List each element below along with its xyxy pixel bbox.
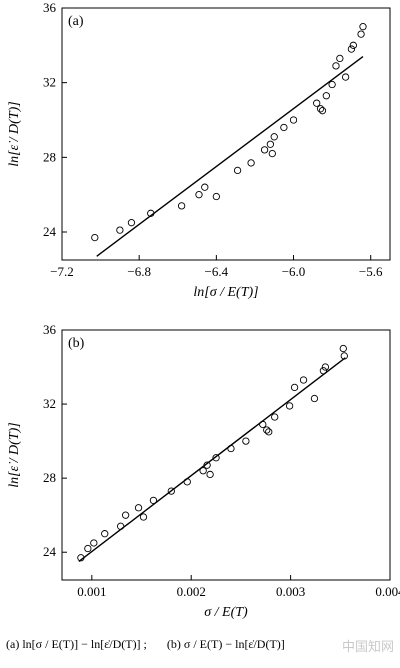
data-point	[339, 344, 347, 353]
data-point	[336, 54, 344, 63]
y-tick-label: 32	[43, 75, 56, 90]
data-point	[289, 116, 298, 124]
data-point	[318, 107, 327, 115]
data-point	[195, 191, 203, 199]
data-point	[321, 363, 330, 371]
y-tick-label: 36	[43, 322, 57, 337]
data-point	[90, 539, 98, 547]
data-point	[310, 394, 319, 403]
data-point	[299, 376, 308, 384]
data-point	[206, 470, 214, 479]
data-point	[349, 41, 357, 49]
y-tick-label: 28	[43, 470, 56, 485]
data-point	[357, 30, 365, 38]
figure-canvas: −7.2 −6.8 −6.4 −6.0 −5.6 24 28 32 36 ln[σ / E(T)]…	[7, 0, 400, 620]
data-point	[177, 202, 186, 210]
data-point	[121, 511, 130, 519]
data-point	[139, 513, 148, 521]
y-tick-label: 24	[43, 544, 57, 559]
y-tick-label: 36	[43, 0, 57, 15]
x-tick-label: 0.001	[77, 584, 106, 599]
data-point	[280, 123, 288, 132]
x-axis-label: σ / E(T)	[204, 605, 248, 620]
data-point	[290, 383, 299, 392]
data-point	[260, 146, 269, 154]
data-point	[134, 504, 143, 512]
data-point	[313, 99, 321, 107]
data-point	[316, 105, 325, 113]
data-point	[332, 62, 340, 70]
data-point	[359, 23, 367, 31]
data-point	[341, 73, 350, 81]
x-axis-label: ln[σ / E(T)]	[193, 285, 258, 300]
data-point	[101, 530, 109, 538]
data-point	[199, 467, 207, 475]
fit-line	[96, 55, 364, 257]
data-point	[285, 402, 294, 410]
data-point	[328, 80, 336, 89]
y-axis-label: ln[ε̇ / D(T)]	[7, 101, 22, 166]
data-point	[212, 192, 221, 201]
data-point	[268, 149, 276, 158]
data-point	[233, 166, 242, 175]
caption-part-a: (a) ln[σ / E(T)] − ln[ε̇/D(T)] ;	[6, 637, 147, 651]
x-tick-label: 0.003	[276, 584, 305, 599]
x-tick-label: −6.4	[205, 264, 229, 279]
caption-part-b: (b) σ / E(T) − ln[ε̇/D(T)]	[166, 637, 285, 651]
data-point	[322, 92, 330, 100]
data-point	[265, 428, 273, 436]
watermark-text: 中国知网	[341, 640, 394, 655]
data-point	[91, 233, 99, 242]
fit-line	[78, 357, 346, 563]
plot-frame	[61, 329, 391, 581]
x-tick-label: −6.8	[127, 264, 151, 279]
panel-label: (b)	[68, 336, 85, 351]
x-tick-label: −6.0	[282, 264, 306, 279]
data-point	[266, 140, 275, 148]
x-tick-label: 0.004	[375, 584, 400, 599]
data-point	[242, 437, 250, 445]
data-point	[149, 496, 158, 505]
data-point	[247, 159, 255, 167]
data-point	[127, 219, 136, 227]
chart-panel-b: 0.001 0.002 0.003 0.004 24 28 32 36 σ / E(T) ln[ε…	[7, 322, 400, 620]
x-tick-label: −5.6	[359, 264, 383, 279]
plot-frame	[61, 7, 391, 261]
data-point	[270, 133, 278, 141]
data-point	[116, 226, 124, 234]
data-point	[201, 183, 209, 191]
chart-panel-a: −7.2 −6.8 −6.4 −6.0 −5.6 24 28 32 36 ln[σ / E(T)]…	[7, 0, 391, 300]
panel-label: (a)	[68, 14, 84, 29]
y-tick-label: 32	[43, 396, 56, 411]
data-point	[347, 45, 356, 53]
x-tick-label: −7.2	[50, 264, 74, 279]
y-tick-label: 24	[43, 224, 57, 239]
data-point	[263, 426, 271, 434]
data-point	[271, 413, 279, 421]
data-point	[84, 544, 92, 553]
data-point	[167, 487, 175, 495]
y-axis-label: ln[ε̇ / D(T)]	[7, 422, 22, 487]
data-point	[212, 454, 220, 462]
x-tick-label: 0.002	[177, 584, 206, 599]
y-tick-label: 28	[43, 149, 56, 164]
figure-caption: (a) ln[σ / E(T)] − ln[ε̇/D(T)] ; (b) σ /…	[6, 637, 398, 652]
